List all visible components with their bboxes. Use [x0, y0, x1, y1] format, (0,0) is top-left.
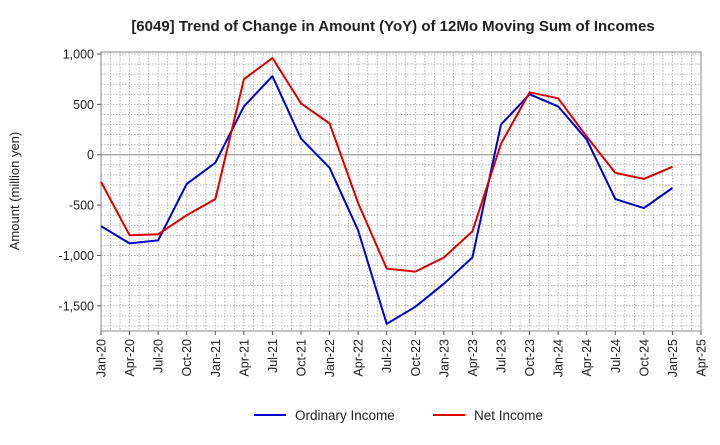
- x-tick-label: Apr-21: [237, 339, 251, 377]
- plot-area: [100, 51, 702, 332]
- x-tick-label: Oct-24: [637, 339, 651, 377]
- grid: [101, 52, 701, 331]
- ordinary-income-line: [100, 75, 673, 325]
- legend-label-net-income: Net Income: [474, 408, 543, 423]
- y-tick-label: 0: [87, 148, 94, 162]
- x-tick-label: Jan-23: [437, 339, 451, 377]
- series: [100, 57, 673, 325]
- x-tick-label: Jan-20: [95, 339, 109, 377]
- x-tick-label: Oct-21: [295, 339, 309, 377]
- x-tick-label: Jan-22: [323, 339, 337, 377]
- x-tick-label: Jul-20: [152, 339, 166, 373]
- y-tick-label: -500: [69, 199, 94, 213]
- x-tick-label: Oct-22: [409, 339, 423, 377]
- x-tick-label: Apr-25: [695, 339, 709, 377]
- y-tick-label: 500: [73, 98, 94, 112]
- x-tick-label: Oct-23: [523, 339, 537, 377]
- x-tick-label: Apr-24: [580, 339, 594, 377]
- x-tick-label: Jul-24: [609, 339, 623, 373]
- x-tick-label: Jan-25: [666, 339, 680, 377]
- y-tick-label: -1,500: [59, 299, 94, 313]
- x-tick-label: Jan-24: [552, 339, 566, 377]
- y-axis-label: Amount (million yen): [7, 132, 22, 251]
- x-tick-label: Jan-21: [209, 339, 223, 377]
- y-tick-label: 1,000: [63, 48, 94, 62]
- x-tick-label: Apr-22: [352, 339, 366, 377]
- x-tick-label: Apr-20: [123, 339, 137, 377]
- x-tick-label: Jul-23: [495, 339, 509, 373]
- x-tick-label: Jul-21: [266, 339, 280, 373]
- x-tick-label: Jul-22: [380, 339, 394, 373]
- x-tick-label: Oct-20: [180, 339, 194, 377]
- chart-title: [6049] Trend of Change in Amount (YoY) o…: [131, 18, 654, 35]
- x-axis: Jan-20 Apr-20 Jul-20 Oct-20 Jan-21 Apr-21 Jul-…: [95, 331, 709, 377]
- y-tick-label: -1,000: [59, 249, 94, 263]
- x-tick-label: Apr-23: [466, 339, 480, 377]
- legend-label-ordinary-income: Ordinary Income: [295, 408, 395, 423]
- y-axis: 1,000 500 0 -500 -1,000 -1,500: [59, 48, 101, 313]
- net-income-line: [100, 57, 673, 273]
- legend: Ordinary Income Net Income: [254, 408, 543, 423]
